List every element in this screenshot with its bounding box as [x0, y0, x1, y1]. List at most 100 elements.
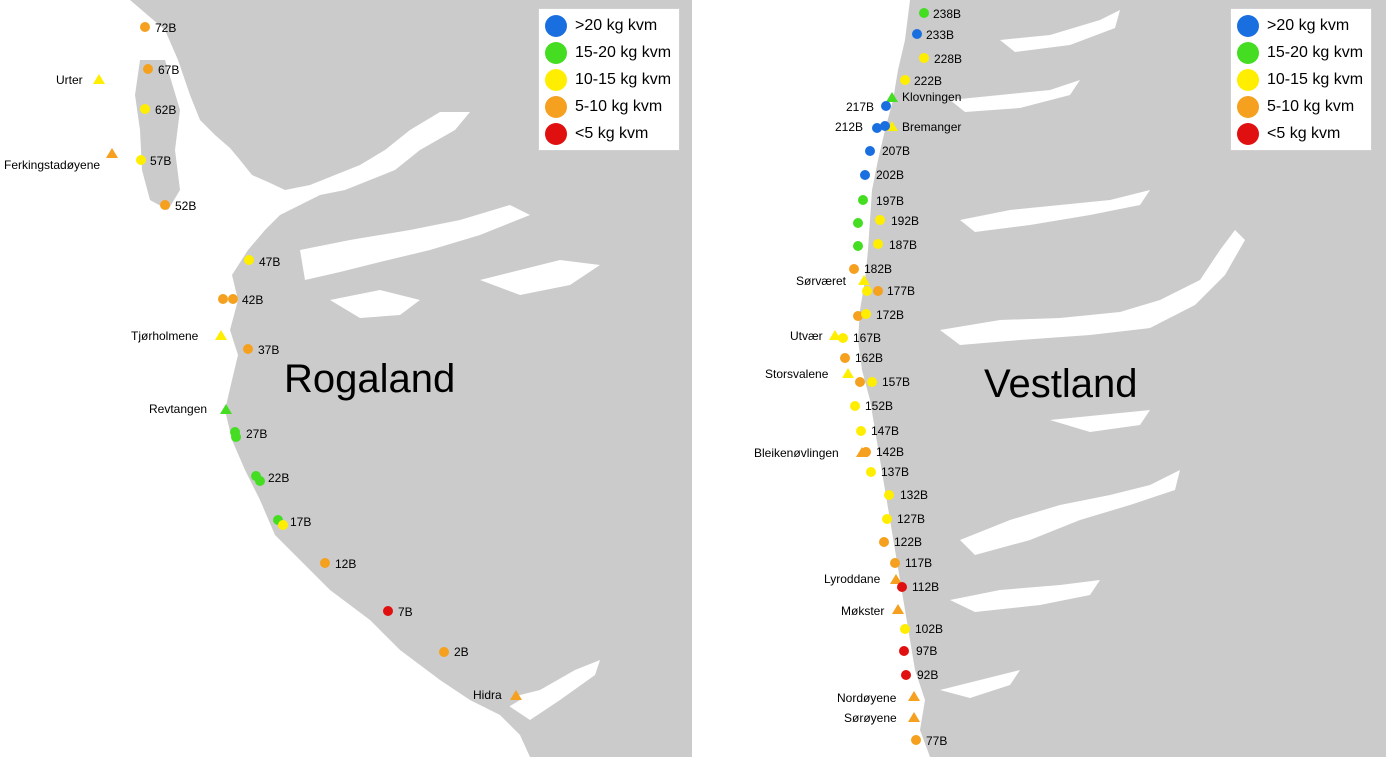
station-112b: 112B [897, 580, 939, 594]
legend-label: 15-20 kg kvm [575, 43, 672, 61]
legend-label: 15-20 kg kvm [1267, 43, 1364, 61]
site-lyroddane: Lyroddane [824, 572, 902, 586]
svg-text:172B: 172B [876, 308, 904, 322]
station-22b: 22B [251, 471, 289, 486]
vestland-landmass [694, 0, 1386, 757]
svg-text:Tjørholmene: Tjørholmene [131, 329, 199, 343]
svg-text:17B: 17B [290, 515, 311, 529]
station-92b: 92B [901, 668, 938, 682]
svg-text:72B: 72B [155, 21, 176, 35]
svg-text:92B: 92B [917, 668, 938, 682]
site-soroyene: Sørøyene [844, 711, 920, 725]
svg-text:Hidra: Hidra [473, 688, 502, 702]
legend-label: >20 kg kvm [575, 16, 658, 34]
legend-item: <5 kg kvm [545, 120, 671, 147]
station-17b: 17B [273, 515, 311, 530]
svg-text:67B: 67B [158, 63, 179, 77]
station-162b: 162B [840, 351, 883, 365]
svg-text:52B: 52B [175, 199, 196, 213]
site-utvaer: Utvær [790, 329, 841, 343]
station-57b: 57B [136, 154, 171, 168]
vestland-stations: 238B 233B 228B 222B 217B 212B 207B 202B … [835, 7, 962, 748]
svg-text:228B: 228B [934, 52, 962, 66]
station-207b: 207B [865, 144, 910, 158]
svg-text:212B: 212B [835, 120, 863, 134]
station-212b: 212B [835, 120, 890, 134]
station-12b: 12B [320, 557, 356, 571]
svg-text:12B: 12B [335, 557, 356, 571]
svg-text:Møkster: Møkster [841, 604, 884, 618]
svg-text:177B: 177B [887, 284, 915, 298]
region-title-rogaland: Rogaland [284, 357, 456, 401]
station-7b: 7B [383, 605, 413, 619]
station-62b: 62B [140, 103, 176, 117]
station-152b: 152B [850, 399, 893, 413]
legend-label: <5 kg kvm [1267, 124, 1341, 142]
legend-swatch [1237, 41, 1259, 64]
svg-text:127B: 127B [897, 512, 925, 526]
station-122b: 122B [879, 535, 922, 549]
legend-swatch [545, 14, 567, 37]
svg-text:42B: 42B [242, 293, 263, 307]
site-nordoyene: Nordøyene [837, 691, 920, 705]
site-urter: Urter [56, 73, 105, 87]
station-217b: 217B [846, 100, 891, 114]
svg-text:47B: 47B [259, 255, 280, 269]
svg-text:117B: 117B [905, 556, 932, 570]
svg-text:Bleikenøvlingen: Bleikenøvlingen [754, 446, 839, 460]
site-revtangen: Revtangen [149, 402, 232, 416]
station-177b: 177B [862, 284, 915, 298]
station-233b: 233B [912, 28, 954, 42]
legend-item: 5-10 kg kvm [545, 93, 671, 120]
svg-text:238B: 238B [933, 7, 961, 21]
station-142b: 142B [861, 445, 904, 459]
site-tjorholmene: Tjørholmene [131, 329, 227, 343]
svg-text:2B: 2B [454, 645, 469, 659]
svg-text:Bremanger: Bremanger [902, 120, 961, 134]
svg-text:152B: 152B [865, 399, 893, 413]
site-sorvaeret: Sørværet [796, 274, 870, 288]
svg-text:Sørøyene: Sørøyene [844, 711, 897, 725]
panel-divider [692, 0, 694, 757]
station-202b: 202B [860, 168, 904, 182]
svg-text:Storsvalene: Storsvalene [765, 367, 829, 381]
site-storsvalene: Storsvalene [765, 367, 854, 381]
station-67b: 67B [143, 63, 179, 77]
legend-swatch [1237, 14, 1259, 37]
legend-label: 5-10 kg kvm [1267, 97, 1355, 115]
svg-text:Nordøyene: Nordøyene [837, 691, 897, 705]
svg-text:77B: 77B [926, 734, 947, 748]
svg-text:137B: 137B [881, 465, 909, 479]
svg-text:Klovningen: Klovningen [902, 90, 961, 104]
svg-text:147B: 147B [871, 424, 899, 438]
station-47b: 47B [244, 255, 280, 269]
station-147b: 147B [856, 424, 899, 438]
svg-text:62B: 62B [155, 103, 176, 117]
legend-item: 5-10 kg kvm [1237, 93, 1363, 120]
legend-label: <5 kg kvm [575, 124, 649, 142]
legend-item: >20 kg kvm [545, 12, 671, 39]
legend-item: 10-15 kg kvm [1237, 66, 1363, 93]
legend-label: 10-15 kg kvm [1267, 70, 1364, 88]
svg-text:182B: 182B [864, 262, 892, 276]
station-127b: 127B [882, 512, 925, 526]
station-2b: 2B [439, 645, 469, 659]
site-klovningen: Klovningen [886, 90, 961, 104]
station-37b: 37B [243, 343, 279, 357]
vestland-sites: Klovningen Bremanger Sørværet Utvær Stor… [754, 90, 961, 725]
station-222b: 222B [900, 74, 942, 88]
svg-text:97B: 97B [916, 644, 937, 658]
site-hidra: Hidra [473, 688, 522, 702]
region-title-vestland: Vestland [984, 362, 1138, 406]
legend-rogaland: >20 kg kvm 15-20 kg kvm 10-15 kg kvm 5-1… [538, 8, 681, 151]
legend-swatch [545, 95, 567, 118]
station-102b: 102B [900, 622, 943, 636]
svg-text:207B: 207B [882, 144, 910, 158]
svg-text:112B: 112B [912, 580, 939, 594]
svg-text:202B: 202B [876, 168, 904, 182]
station-27b: 27B [230, 427, 267, 442]
legend-swatch [1237, 68, 1259, 91]
svg-text:162B: 162B [855, 351, 883, 365]
rogaland-sites: Urter Ferkingstadøyene Tjørholmene Revta… [4, 73, 522, 702]
station-137b: 137B [866, 465, 909, 479]
